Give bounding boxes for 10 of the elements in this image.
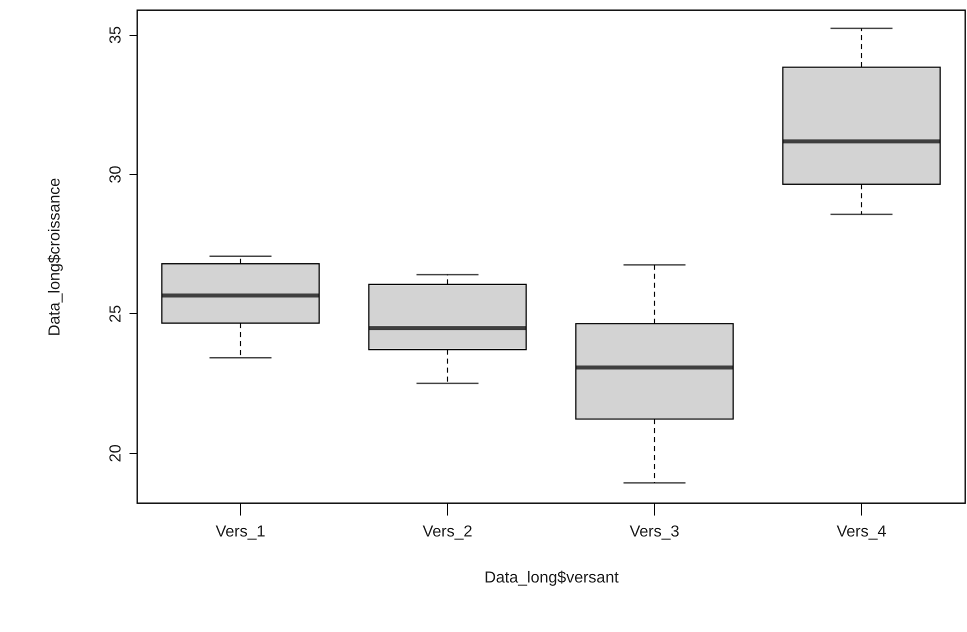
y-tick-label: 35 [108, 26, 124, 44]
x-tick-label: Vers_2 [422, 524, 473, 540]
x-axis-title: Data_long$versant [484, 570, 620, 586]
y-axis-title: Data_long$croissance [46, 178, 64, 336]
y-tick-label: 30 [108, 165, 124, 184]
x-tick-label: Vers_3 [630, 524, 680, 540]
x-tick-label: Vers_1 [216, 524, 266, 540]
x-tick-label: Vers_4 [836, 524, 887, 540]
y-tick-label: 25 [108, 304, 124, 323]
y-tick-label: 20 [108, 444, 124, 462]
